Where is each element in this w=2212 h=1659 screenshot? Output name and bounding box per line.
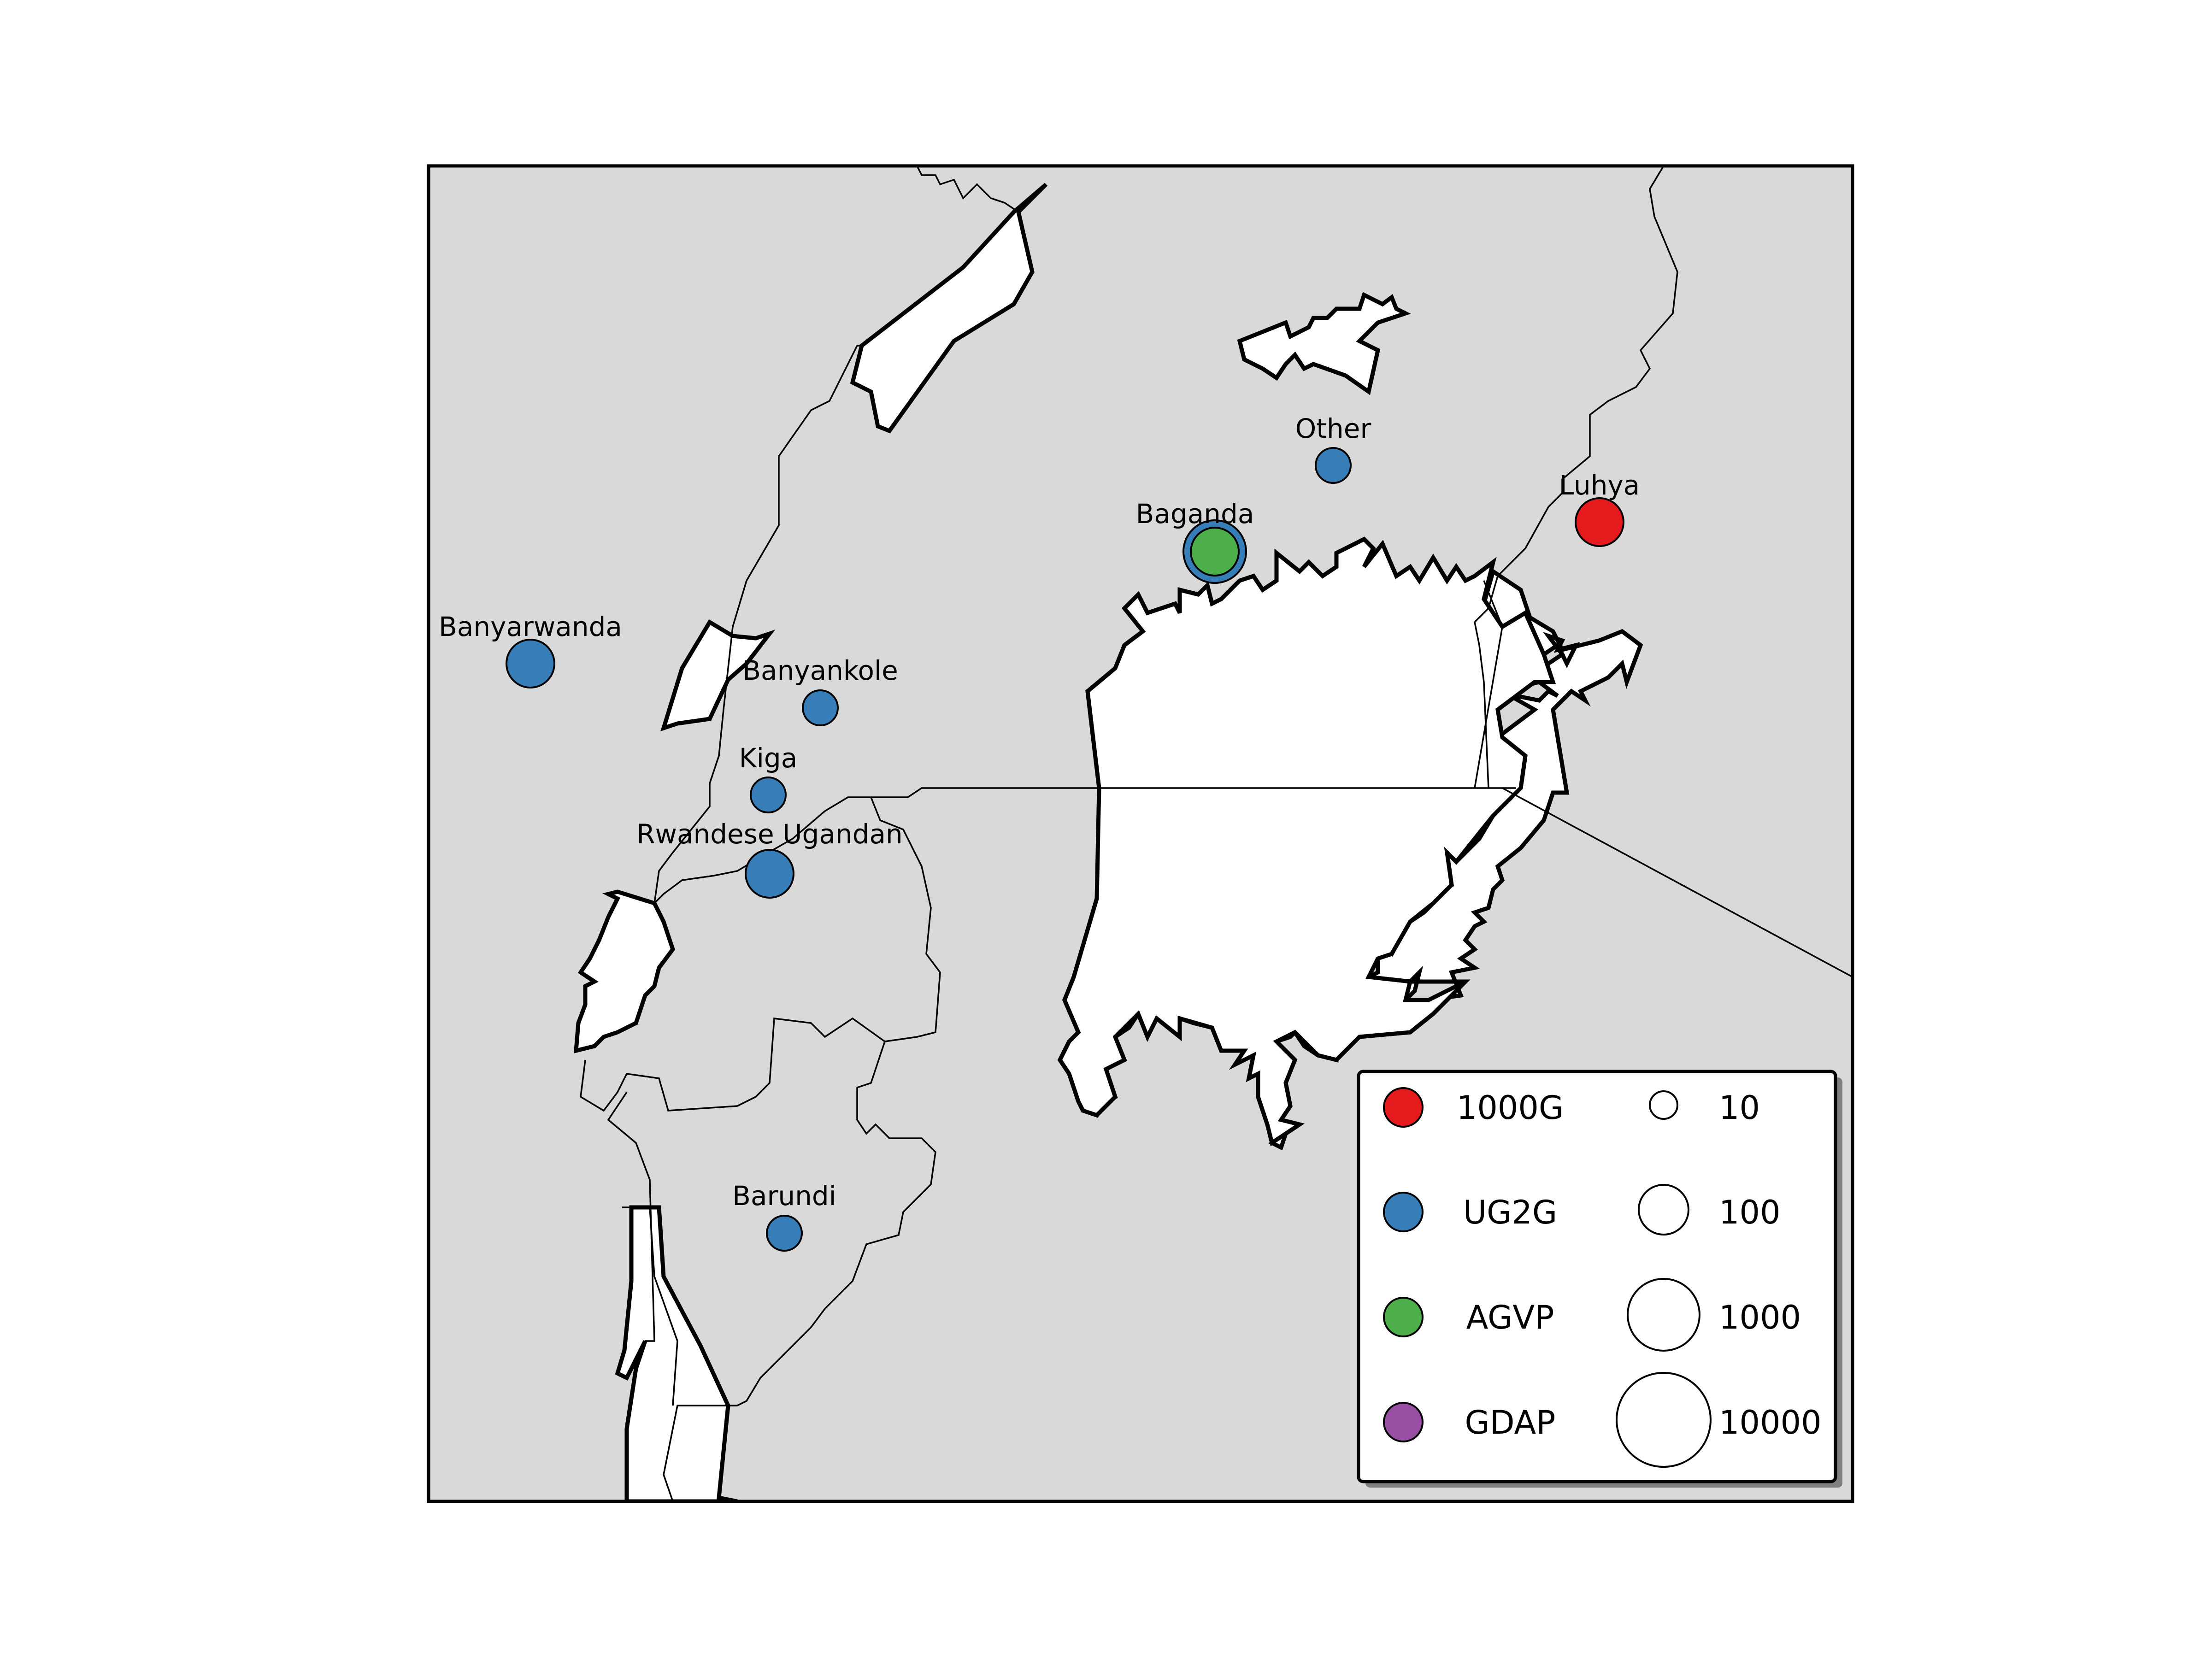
lake-victoria-divider — [1097, 580, 1516, 789]
site-marker-baganda-agvp — [1190, 527, 1240, 577]
legend-size-circle-100 — [1638, 1184, 1689, 1235]
lake-victoria-body — [1057, 536, 1556, 1147]
border-drc-uganda — [580, 166, 1853, 1501]
site-marker-other — [1315, 447, 1352, 484]
site-label-rwandese-ugandan: Rwandese Ugandan — [636, 818, 903, 850]
sample-sites: Other Luhya Baganda Banyarwanda Banyankole Ki… — [439, 413, 1640, 1252]
site-label-luhya: Luhya — [1559, 470, 1640, 501]
legend-swatch-gdap — [1383, 1402, 1424, 1442]
lake-kivu — [573, 889, 676, 1053]
site-marker-barundi — [766, 1215, 803, 1252]
lake-albert — [850, 182, 1048, 434]
lake-tanganyika — [615, 1205, 738, 1501]
legend-size-circle-1000 — [1627, 1278, 1700, 1352]
site-marker-banyankole — [802, 689, 839, 726]
site-marker-rwandese-ugandan — [745, 849, 794, 899]
site-marker-kiga — [750, 777, 787, 813]
site-label-barundi: Barundi — [732, 1180, 836, 1212]
lake-kyoga — [1237, 292, 1411, 395]
legend-size-circle-10000 — [1616, 1372, 1712, 1468]
legend-size-label-1000: 1000 — [1719, 1299, 1801, 1336]
legend: 1000G UG2G AGVP GDAP 10 100 1000 10000 — [1357, 1070, 1842, 1488]
site-label-banyarwanda: Banyarwanda — [439, 611, 622, 642]
site-marker-luhya — [1575, 497, 1624, 547]
legend-swatch-ug2g — [1383, 1192, 1424, 1232]
legend-size-label-10000: 10000 — [1719, 1404, 1822, 1441]
legend-size-label-100: 100 — [1719, 1194, 1781, 1231]
legend-swatch-1000g — [1383, 1087, 1424, 1128]
map-frame — [427, 164, 1854, 1503]
legend-label-agvp: AGVP — [1466, 1299, 1554, 1336]
legend-label-ug2g: UG2G — [1463, 1194, 1557, 1231]
legend-sizes: 10 100 1000 10000 — [1616, 1089, 1822, 1468]
legend-label-1000g: 1000G — [1457, 1089, 1564, 1127]
legend-groups: 1000G UG2G AGVP GDAP — [1383, 1087, 1564, 1442]
site-label-banyankole: Banyankole — [742, 655, 898, 686]
legend-size-circle-10 — [1649, 1090, 1678, 1120]
lake-edward — [660, 619, 776, 732]
site-label-baganda: Baganda — [1136, 498, 1254, 529]
legend-swatch-agvp — [1383, 1297, 1424, 1337]
site-label-kiga: Kiga — [739, 742, 798, 774]
legend-box — [1357, 1070, 1837, 1483]
site-label-other: Other — [1295, 413, 1371, 444]
legend-size-label-10: 10 — [1719, 1089, 1760, 1127]
legend-label-gdap: GDAP — [1465, 1404, 1555, 1441]
site-marker-banyarwanda — [506, 639, 555, 688]
